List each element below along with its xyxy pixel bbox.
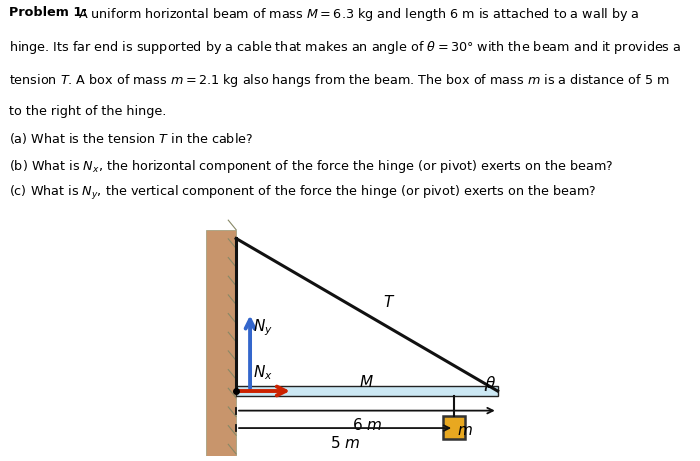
Text: $5\ m$: $5\ m$ xyxy=(330,435,360,450)
Text: (b) What is $N_x$, the horizontal component of the force the hinge (or pivot) ex: (b) What is $N_x$, the horizontal compon… xyxy=(9,158,613,175)
Text: $\theta$: $\theta$ xyxy=(485,375,496,391)
Text: (c) What is $N_y$, the vertical component of the force the hinge (or pivot) exer: (c) What is $N_y$, the vertical componen… xyxy=(9,184,596,202)
Text: $N_y$: $N_y$ xyxy=(253,318,272,338)
Text: hinge. Its far end is supported by a cable that makes an angle of $\theta = 30°$: hinge. Its far end is supported by a cab… xyxy=(9,39,682,56)
Text: A uniform horizontal beam of mass $M = 6.3$ kg and length 6 m is attached to a w: A uniform horizontal beam of mass $M = 6… xyxy=(74,6,639,23)
Text: $T$: $T$ xyxy=(382,294,395,310)
Text: $N_x$: $N_x$ xyxy=(253,363,272,382)
Text: to the right of the hinge.: to the right of the hinge. xyxy=(9,105,167,118)
Text: $m$: $m$ xyxy=(458,423,473,438)
Bar xyxy=(206,230,236,461)
Text: Problem 1:: Problem 1: xyxy=(9,6,88,18)
Text: (a) What is the tension $T$ in the cable?: (a) What is the tension $T$ in the cable… xyxy=(9,131,253,147)
Text: tension $T$. A box of mass $m = 2.1$ kg also hangs from the beam. The box of mas: tension $T$. A box of mass $m = 2.1$ kg … xyxy=(9,72,670,89)
Bar xyxy=(442,416,466,439)
Text: $M$: $M$ xyxy=(360,374,374,390)
Bar xyxy=(236,385,498,396)
Text: $6\ m$: $6\ m$ xyxy=(351,417,382,433)
